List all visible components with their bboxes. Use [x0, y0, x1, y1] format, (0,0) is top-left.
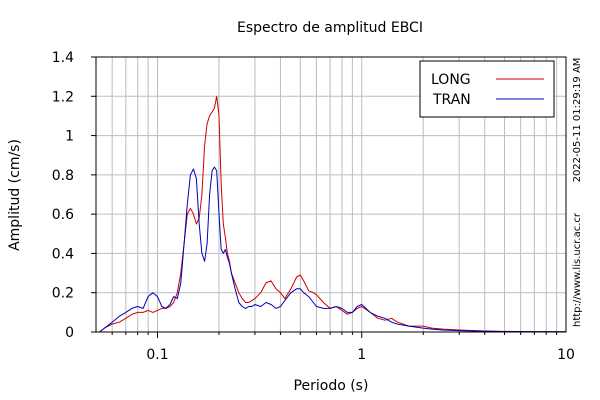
timestamp-label: 2022-05-11 01:29:19 AM	[572, 58, 583, 183]
x-tick-label: 10	[557, 347, 575, 363]
chart-title: Espectro de amplitud EBCI	[237, 20, 423, 36]
x-axis-label: Periodo (s)	[294, 378, 369, 394]
y-tick-label: 0.4	[52, 246, 74, 262]
y-tick-label: 1.4	[52, 50, 74, 66]
plot-frame	[95, 56, 567, 333]
source-url-label: http://www.lis.ucr.ac.cr	[572, 212, 583, 327]
legend-label-tran: TRAN	[432, 92, 471, 108]
x-tick-label: 1	[357, 347, 366, 363]
legend: LONG TRAN	[419, 60, 555, 118]
y-tick-label: 0.2	[52, 286, 74, 302]
tick-labels: 0 0.2 0.4 0.6 0.8 1 1.2 1.4 0.1 1 10	[52, 50, 575, 363]
grid	[96, 57, 566, 332]
y-tick-label: 1.2	[52, 89, 74, 105]
y-tick-label: 0	[65, 325, 74, 341]
y-tick-label: 0.8	[52, 168, 74, 184]
legend-box	[419, 60, 555, 118]
x-tick-label: 0.1	[146, 347, 168, 363]
series-line-tran	[99, 166, 566, 333]
plot-series	[99, 95, 567, 333]
y-tick-label: 1	[65, 129, 74, 145]
legend-label-long: LONG	[431, 72, 471, 88]
y-tick-label: 0.6	[52, 207, 74, 223]
y-axis-label: Amplitud (cm/s)	[7, 139, 23, 251]
